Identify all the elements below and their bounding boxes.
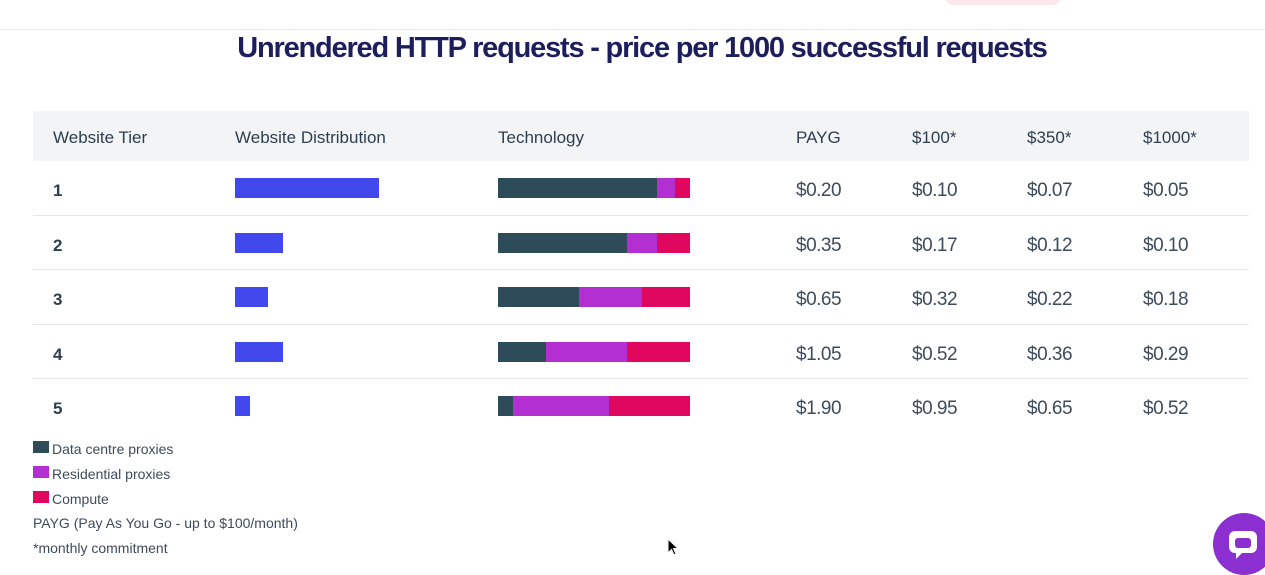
commitment-note: *monthly commitment: [33, 540, 168, 556]
header-website-tier: Website Tier: [53, 128, 148, 147]
price-payg: $1.90: [796, 398, 842, 419]
distribution-bar: [235, 287, 268, 307]
price-payg: $0.20: [796, 180, 842, 201]
tier-cell: 1: [53, 181, 63, 200]
header-1000: $1000*: [1143, 128, 1197, 147]
price-p350: $0.65: [1027, 398, 1073, 419]
technology-bar: [498, 396, 690, 416]
price-p350: $0.07: [1027, 180, 1073, 201]
table-row: 5 $1.90 $0.95 $0.65 $0.52: [33, 379, 1249, 434]
header-technology: Technology: [498, 128, 585, 147]
price-payg: $0.65: [796, 289, 842, 310]
price-p100: $0.10: [912, 180, 958, 201]
tech-segment-data-centre: [498, 178, 658, 198]
table-row: 3 $0.65 $0.32 $0.22 $0.18: [33, 270, 1249, 325]
price-p100: $0.95: [912, 398, 958, 419]
tech-segment-compute: [657, 232, 690, 253]
tier-cell: 5: [53, 399, 63, 418]
legend-item: Data centre proxies: [33, 440, 298, 465]
chat-button[interactable]: [1213, 513, 1265, 575]
tier-cell: 4: [53, 344, 63, 364]
tech-segment-data-centre: [498, 287, 579, 307]
technology-bar: [498, 341, 690, 362]
legend-swatch: [33, 466, 49, 478]
table-row: 2 $0.35 $0.17 $0.12 $0.10: [33, 216, 1249, 270]
tech-segment-compute: [641, 287, 690, 307]
price-p1000: $0.18: [1143, 289, 1189, 310]
pricing-table: Website Tier Website Distribution Techno…: [33, 111, 1249, 434]
price-p1000: $0.29: [1143, 343, 1189, 365]
price-p350: $0.36: [1027, 343, 1073, 365]
tier-cell: 2: [53, 235, 63, 255]
table-row: 1 $0.20 $0.10 $0.07 $0.05: [33, 161, 1249, 216]
price-p350: $0.12: [1027, 234, 1073, 256]
legend-item: Compute: [33, 490, 298, 515]
legend-item: Residential proxies: [33, 465, 298, 490]
price-p350: $0.22: [1027, 289, 1073, 310]
legend-label: Compute: [52, 491, 109, 507]
price-p100: $0.17: [912, 234, 958, 256]
distribution-bar: [235, 232, 283, 253]
tech-segment-compute: [674, 178, 690, 198]
page-title: Unrendered HTTP requests - price per 100…: [237, 32, 1048, 64]
tech-segment-residential: [657, 178, 675, 198]
price-payg: $0.35: [796, 234, 842, 256]
price-p1000: $0.52: [1143, 398, 1189, 419]
payg-note: PAYG (Pay As You Go - up to $100/month): [33, 515, 298, 531]
tech-segment-residential: [513, 396, 610, 416]
tech-segment-residential: [546, 341, 627, 362]
header-100: $100*: [912, 128, 957, 147]
technology-bar: [498, 232, 690, 253]
top-nav-bar: [0, 0, 1265, 30]
distribution-bar: [235, 178, 379, 198]
header-payg: PAYG: [796, 128, 841, 147]
legend: Data centre proxies Residential proxies Co…: [33, 440, 298, 565]
legend-swatch: [33, 441, 49, 453]
header-website-distribution: Website Distribution: [235, 128, 386, 147]
tech-segment-data-centre: [498, 396, 514, 416]
legend-swatch: [33, 491, 49, 503]
distribution-bar: [235, 396, 250, 416]
header-350: $350*: [1027, 128, 1072, 147]
tech-segment-residential: [578, 287, 642, 307]
distribution-bar: [235, 341, 283, 362]
nav-button-partial[interactable]: [945, 0, 1061, 5]
tech-segment-data-centre: [498, 232, 627, 253]
table-header: Website Tier Website Distribution Techno…: [33, 111, 1249, 161]
tech-segment-compute: [609, 396, 690, 416]
price-p100: $0.52: [912, 343, 958, 365]
tech-segment-data-centre: [498, 341, 546, 362]
price-payg: $1.05: [796, 343, 842, 365]
price-p1000: $0.05: [1143, 180, 1189, 201]
price-p1000: $0.10: [1143, 234, 1189, 256]
tier-cell: 3: [53, 290, 63, 309]
tech-segment-compute: [626, 341, 690, 362]
technology-bar: [498, 287, 690, 307]
legend-label: Residential proxies: [52, 466, 171, 482]
legend-label: Data centre proxies: [52, 441, 174, 457]
price-p100: $0.32: [912, 289, 958, 310]
table-row: 4 $1.05 $0.52 $0.36 $0.29: [33, 325, 1249, 379]
chat-bubble-icon: [1229, 531, 1257, 559]
tech-segment-residential: [626, 232, 658, 253]
mouse-pointer-icon: [667, 538, 680, 556]
table-body: 1 $0.20 $0.10 $0.07 $0.05 2 $0.35 $0.17 $0.12 $0.…: [33, 161, 1249, 434]
technology-bar: [498, 178, 690, 198]
